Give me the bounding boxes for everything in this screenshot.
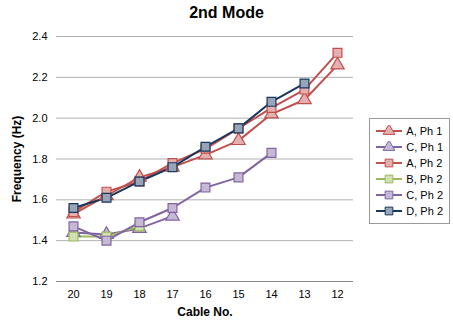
svg-text:16: 16 [199,288,211,300]
svg-text:Cable No.: Cable No. [177,305,232,319]
svg-text:17: 17 [166,288,178,300]
svg-text:13: 13 [298,288,310,300]
html-text:D, Ph 2: D, Ph 2 [406,205,443,217]
svg-text:1.4: 1.4 [32,234,47,246]
svg-text:18: 18 [133,288,145,300]
html-text:B, Ph 2: B, Ph 2 [406,173,443,185]
svg-text:1.6: 1.6 [32,193,47,205]
html-text:C, Ph 1: C, Ph 1 [406,141,443,153]
svg-text:1.2: 1.2 [32,275,47,287]
svg-text:Frequency (Hz): Frequency (Hz) [10,116,24,203]
svg-text:1.8: 1.8 [32,153,47,165]
svg-text:2.0: 2.0 [32,112,47,124]
svg-text:19: 19 [100,288,112,300]
svg-text:2.4: 2.4 [32,30,47,42]
svg-text:20: 20 [67,288,79,300]
html-text:2nd Mode: 2nd Mode [189,4,264,21]
svg-text:14: 14 [265,288,277,300]
svg-text:15: 15 [232,288,244,300]
html-text:A, Ph 2: A, Ph 2 [406,157,443,169]
html-text:A, Ph 1: A, Ph 1 [406,125,443,137]
svg-text:2.2: 2.2 [32,71,47,83]
html-text:C, Ph 2: C, Ph 2 [406,189,443,201]
svg-text:12: 12 [331,288,343,300]
